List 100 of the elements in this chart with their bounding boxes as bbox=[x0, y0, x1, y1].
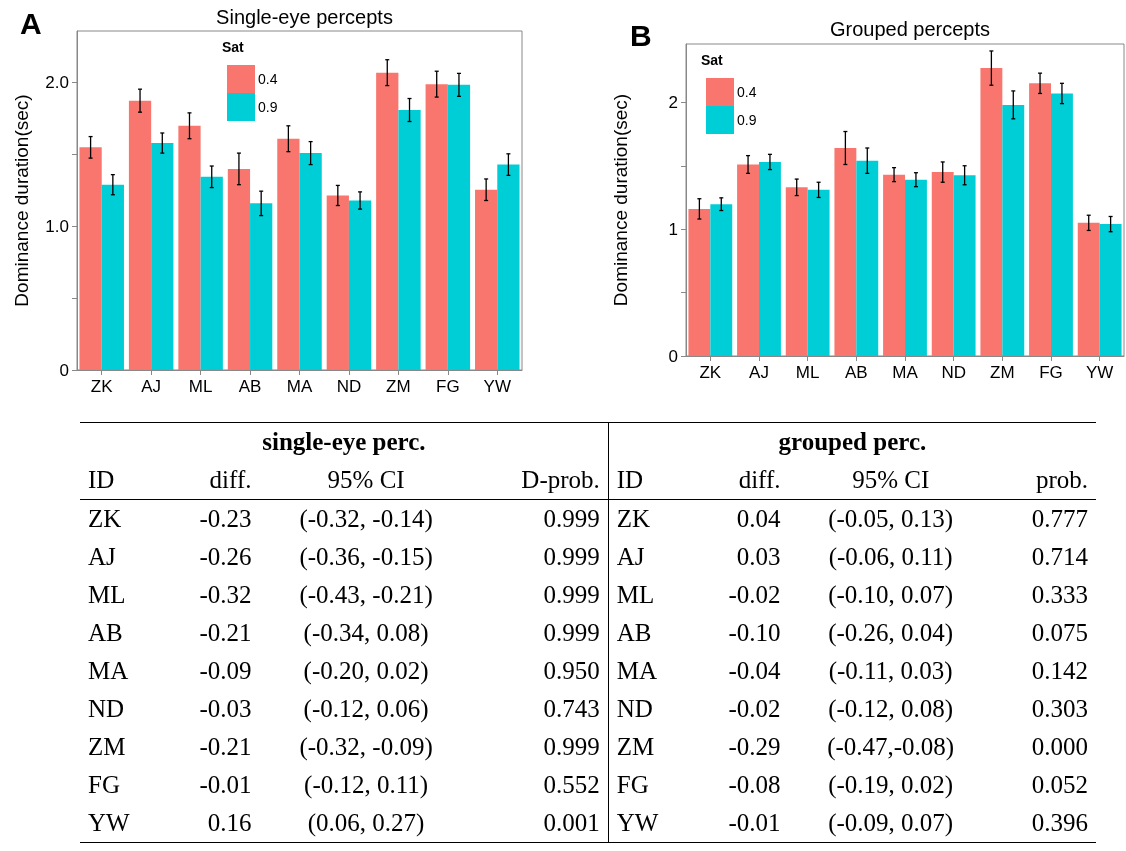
text: prob. bbox=[992, 461, 1096, 500]
x-tick-label: MA bbox=[892, 363, 919, 382]
text: 0.16 bbox=[162, 804, 260, 843]
text: (-0.47,-0.08) bbox=[826, 732, 956, 763]
text: (-0.36, -0.15) bbox=[298, 542, 434, 573]
text: (-0.43, -0.21) bbox=[298, 580, 434, 611]
bar bbox=[883, 174, 905, 356]
text: YW bbox=[608, 804, 692, 843]
bar bbox=[348, 200, 372, 370]
text: (-0.32, -0.14) bbox=[298, 504, 434, 535]
text: (-0.06, 0.11) bbox=[827, 542, 954, 573]
y-tick-label: 2 bbox=[668, 92, 678, 112]
bar bbox=[151, 143, 174, 370]
bar bbox=[497, 164, 520, 370]
x-tick-label: ZK bbox=[699, 363, 722, 382]
text: -0.10 bbox=[727, 618, 782, 648]
text: -0.09 bbox=[198, 656, 253, 686]
text: 0.999 bbox=[472, 576, 609, 614]
text: -0.08 bbox=[727, 770, 782, 800]
x-tick-label: ML bbox=[795, 363, 820, 382]
text: -0.01 bbox=[198, 770, 253, 800]
text: 0.052 bbox=[1030, 770, 1089, 800]
bar bbox=[980, 68, 1003, 356]
y-tick-label: 2.0 bbox=[45, 73, 69, 93]
text: (-0.34, 0.08) bbox=[302, 618, 430, 649]
x-tick-label: ZK bbox=[90, 377, 114, 396]
text: 0.999 bbox=[472, 614, 609, 652]
text: 0.950 bbox=[472, 652, 609, 690]
text: 0.999 bbox=[472, 499, 609, 538]
text: (0.06, 0.27) bbox=[259, 804, 473, 843]
x-tick-label: ML bbox=[188, 377, 213, 396]
x-tick-label: ZM bbox=[990, 363, 1015, 382]
bar bbox=[1002, 104, 1025, 356]
text: -0.21 bbox=[198, 732, 253, 762]
text: ID bbox=[80, 461, 163, 500]
text: single-eye perc. bbox=[80, 422, 609, 461]
bar bbox=[856, 160, 879, 356]
text: -0.21 bbox=[198, 618, 253, 648]
x-tick-label: AB bbox=[238, 377, 262, 396]
legend-title: Sat bbox=[222, 39, 245, 55]
text: 0.03 bbox=[735, 542, 782, 572]
bar bbox=[200, 176, 223, 370]
bar bbox=[1077, 222, 1100, 356]
x-tick-label: FG bbox=[436, 377, 460, 396]
text: ZK bbox=[87, 504, 123, 534]
x-tick-label: AJ bbox=[141, 377, 162, 396]
text: (-0.05, 0.13) bbox=[827, 504, 955, 535]
text: 0.303 bbox=[1030, 694, 1089, 724]
text: ND bbox=[87, 694, 126, 724]
legend-title: Sat bbox=[701, 52, 724, 68]
text: (-0.26, 0.04) bbox=[827, 618, 955, 649]
x-tick-label: YW bbox=[483, 377, 511, 396]
text: 0.333 bbox=[1030, 580, 1089, 610]
text: B bbox=[630, 18, 652, 52]
x-tick-label: FG bbox=[1039, 363, 1063, 382]
text: (-0.11, 0.03) bbox=[827, 656, 954, 687]
text: ML bbox=[615, 580, 656, 610]
legend-label: 0.4 bbox=[737, 84, 757, 100]
text: diff. bbox=[691, 461, 789, 500]
bar bbox=[101, 184, 124, 370]
bar bbox=[277, 138, 300, 370]
text: (-0.12, 0.08) bbox=[827, 694, 955, 725]
bar bbox=[475, 189, 498, 370]
text: 95% CI bbox=[259, 461, 473, 500]
y-tick-label: 0 bbox=[668, 346, 678, 366]
text: 0.04 bbox=[735, 504, 782, 534]
text: -0.04 bbox=[727, 656, 782, 686]
bar bbox=[834, 148, 857, 356]
text: 0.552 bbox=[472, 766, 609, 804]
text: YW bbox=[80, 804, 163, 843]
bar bbox=[178, 125, 201, 370]
text: AB bbox=[87, 618, 124, 648]
y-tick-label: 0 bbox=[59, 360, 69, 380]
bar bbox=[299, 153, 322, 370]
bar bbox=[710, 204, 733, 356]
x-tick-label: ND bbox=[336, 377, 362, 396]
bar bbox=[425, 84, 448, 370]
bar bbox=[688, 208, 711, 356]
y-axis-title: Dominance duration(sec) bbox=[610, 93, 631, 307]
text: AB bbox=[615, 618, 653, 648]
text: ZK bbox=[615, 504, 652, 534]
bar bbox=[1029, 83, 1051, 356]
bar bbox=[905, 179, 927, 356]
text: ID bbox=[608, 461, 692, 500]
text: 0.714 bbox=[1030, 542, 1089, 572]
text: MA bbox=[615, 656, 659, 686]
text: grouped perc. bbox=[608, 422, 1096, 461]
bar bbox=[759, 161, 781, 356]
text: -0.01 bbox=[691, 804, 789, 843]
legend-label: 0.9 bbox=[737, 112, 757, 128]
chart-title: Single-eye percepts bbox=[216, 6, 393, 28]
text: 0.777 bbox=[1030, 504, 1089, 534]
text: AJ bbox=[615, 542, 646, 572]
text: -0.29 bbox=[727, 732, 782, 762]
bar bbox=[398, 110, 421, 370]
text: 0.142 bbox=[1030, 656, 1089, 686]
y-axis-title: Dominance duration(sec) bbox=[11, 94, 32, 307]
text: (-0.09, 0.07) bbox=[788, 804, 993, 843]
bar bbox=[931, 172, 954, 356]
text: (-0.32, -0.09) bbox=[298, 732, 434, 763]
